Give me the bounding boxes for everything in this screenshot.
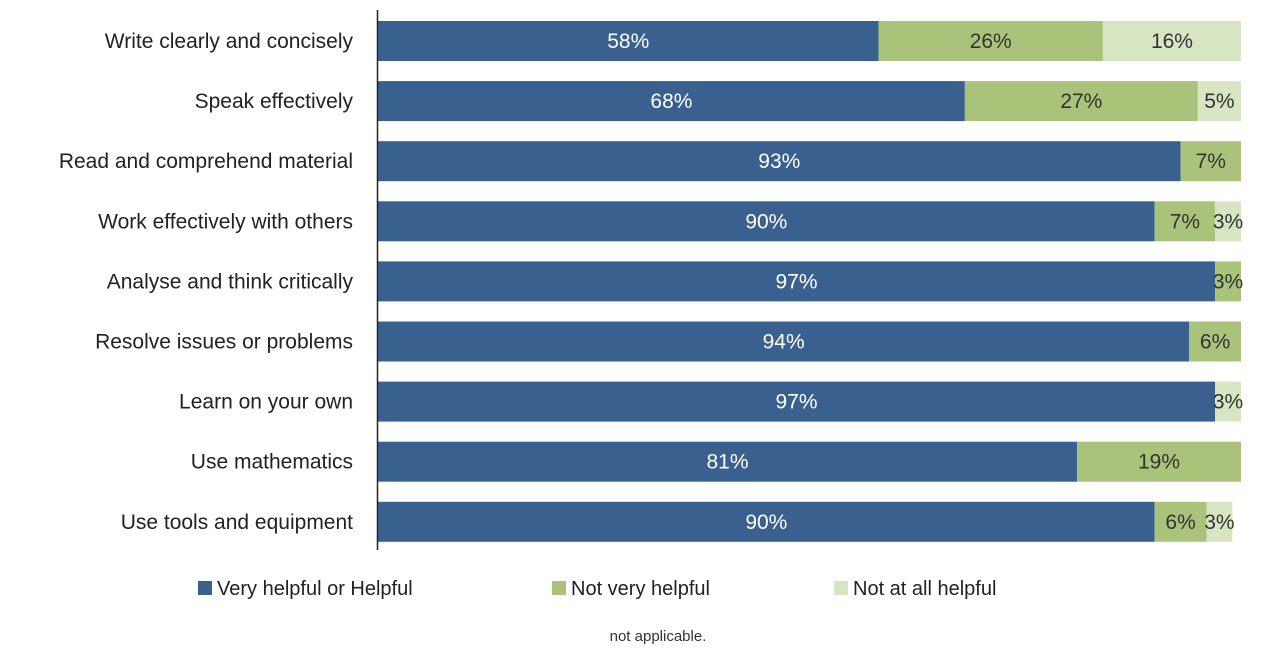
data-label: 90% <box>745 210 787 233</box>
data-label: 3% <box>1213 210 1243 233</box>
bar-segment <box>1215 381 1241 422</box>
category-label: Resolve issues or problems <box>95 331 353 354</box>
legend-label: Not very helpful <box>571 578 710 600</box>
data-label: 93% <box>758 150 800 173</box>
bar-segment <box>1154 201 1216 242</box>
category-label: Analyse and think critically <box>107 270 354 293</box>
bar-segment <box>1206 501 1233 542</box>
bar-segment <box>1215 201 1241 242</box>
bar-segment <box>378 381 1216 422</box>
bar-segment <box>1180 141 1241 182</box>
data-label: 3% <box>1213 391 1243 414</box>
bar-segment <box>1197 81 1241 122</box>
data-label: 94% <box>763 331 805 354</box>
data-label: 97% <box>776 270 818 293</box>
category-labels: Write clearly and concisely Speak effecti… <box>59 30 354 534</box>
legend-swatch <box>198 581 212 595</box>
data-label: 7% <box>1196 150 1226 173</box>
data-label: 90% <box>745 511 787 534</box>
bar-segment <box>1215 261 1241 302</box>
legend-swatch <box>552 581 566 595</box>
bar-segment <box>878 21 1103 61</box>
bar-segment <box>1189 321 1241 362</box>
legend-label: Very helpful or Helpful <box>217 578 413 600</box>
legend-label: Not at all helpful <box>853 578 996 600</box>
data-label: 81% <box>707 451 749 474</box>
footnote: not applicable. <box>610 628 707 645</box>
data-label: 6% <box>1200 331 1230 354</box>
category-label: Work effectively with others <box>98 210 353 233</box>
bar-segment <box>378 201 1155 242</box>
category-label: Write clearly and concisely <box>105 30 354 53</box>
category-label: Learn on your own <box>179 391 353 414</box>
category-label: Read and comprehend material <box>59 150 353 173</box>
category-label: Use tools and equipment <box>121 511 353 534</box>
bar-segment <box>378 81 965 122</box>
category-label: Use mathematics <box>191 451 353 474</box>
category-label: Speak effectively <box>195 90 354 113</box>
bar-segment <box>378 321 1190 362</box>
bars-layer: 58% 26% 16% 68% 27% 5% 93% 7% 90% 7% 3% 97% 3% 94% 6% 9… <box>378 21 1243 542</box>
data-label: 27% <box>1060 90 1102 113</box>
bar-segment <box>378 501 1155 542</box>
bar-segment <box>1102 21 1241 61</box>
legend: Very helpful or Helpful Not very helpful N… <box>198 578 996 600</box>
data-label: 68% <box>650 90 692 113</box>
bar-segment <box>1077 441 1241 482</box>
data-label: 97% <box>776 391 818 414</box>
bar-segment <box>378 441 1078 482</box>
bar-segment <box>378 141 1181 182</box>
data-label: 7% <box>1170 210 1200 233</box>
data-label: 58% <box>607 30 649 53</box>
data-label: 16% <box>1151 30 1193 53</box>
legend-swatch <box>834 581 848 595</box>
bar-segment <box>378 21 879 61</box>
data-label: 3% <box>1204 511 1234 534</box>
data-label: 3% <box>1213 270 1243 293</box>
data-label: 6% <box>1165 511 1195 534</box>
bar-segment <box>378 261 1216 302</box>
data-label: 19% <box>1138 451 1180 474</box>
data-label: 26% <box>970 30 1012 53</box>
data-label: 5% <box>1204 90 1234 113</box>
bar-segment <box>964 81 1198 122</box>
bar-segment <box>1154 501 1207 542</box>
